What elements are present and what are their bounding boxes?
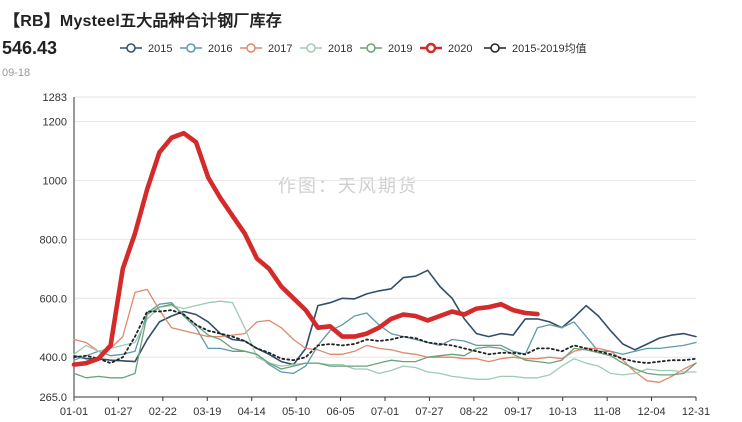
y-tick-label: 600.0 <box>39 293 67 305</box>
legend-label: 2015-2019均值 <box>512 42 587 55</box>
x-tick-label: 02-22 <box>149 406 177 418</box>
legend-item-2019[interactable]: 2019 <box>360 43 412 55</box>
legend-marker <box>490 43 500 53</box>
x-tick-label: 08-22 <box>460 406 488 418</box>
x-tick-label: 06-05 <box>327 406 355 418</box>
x-tick-label: 09-17 <box>504 406 532 418</box>
watermark-text: 作图：天风期货 <box>278 176 418 196</box>
y-tick-label: 1200 <box>43 116 67 128</box>
x-tick-label: 05-10 <box>282 406 310 418</box>
series-line-2016 <box>73 302 697 375</box>
y-tick-label: 800.0 <box>39 234 67 246</box>
x-tick-label: 11-08 <box>593 406 620 418</box>
legend-label: 2020 <box>448 43 472 55</box>
legend-label: 2015 <box>148 43 172 55</box>
legend-marker <box>186 43 196 53</box>
x-tick-label: 12-31 <box>682 406 710 418</box>
x-tick-label: 10-13 <box>549 406 577 418</box>
y-tick-label: 1283 <box>43 92 67 104</box>
series-line-2019 <box>73 303 697 379</box>
x-tick-label: 12-04 <box>638 406 666 418</box>
series-lines <box>71 130 697 383</box>
chart-title: 【RB】Mysteel五大品种合计钢厂库存 <box>4 13 283 30</box>
y-tick-label: 265.0 <box>39 392 67 404</box>
current-value: 546.43 <box>2 38 58 58</box>
series-line-2015 <box>73 269 697 366</box>
x-axis: 01-01 01-27 02-22 03-19 04-14 05-10 06-05 07-01… <box>60 396 710 418</box>
current-date: 09-18 <box>2 67 31 79</box>
x-tick-label: 01-27 <box>104 406 132 418</box>
legend-marker <box>366 43 376 53</box>
grid-lines <box>74 96 696 358</box>
legend-item-2015-2019均值[interactable]: 2015-2019均值 <box>484 42 587 55</box>
legend-marker <box>306 43 316 53</box>
legend-item-2018[interactable]: 2018 <box>300 43 352 55</box>
x-tick-label: 04-14 <box>238 406 266 418</box>
x-tick-label: 07-27 <box>415 406 443 418</box>
legend-label: 2016 <box>208 43 232 55</box>
legend-marker <box>246 43 256 53</box>
series-line-2020 <box>71 130 540 367</box>
series-line-2015-2019均值 <box>73 309 697 365</box>
legend-label: 2019 <box>388 43 412 55</box>
legend-marker <box>425 42 437 54</box>
series-line-2017 <box>73 288 697 383</box>
legend-marker <box>126 43 136 53</box>
x-tick-label: 07-01 <box>371 406 399 418</box>
legend-label: 2018 <box>328 43 352 55</box>
legend[interactable]: 2015 2016 2017 2018 2019 2020 2015-2019均值 <box>120 42 587 55</box>
legend-item-2016[interactable]: 2016 <box>180 43 232 55</box>
legend-item-2017[interactable]: 2017 <box>240 43 292 55</box>
series-line-2018 <box>73 300 697 380</box>
y-tick-label: 1000 <box>43 175 67 187</box>
x-tick-label: 03-19 <box>193 406 221 418</box>
legend-item-2015[interactable]: 2015 <box>120 43 172 55</box>
y-axis: 265.0 400.0 600.0 800.0 1000 1200 1283 <box>39 92 75 404</box>
x-tick-label: 01-01 <box>60 406 88 418</box>
legend-label: 2017 <box>268 43 292 55</box>
legend-item-2020[interactable]: 2020 <box>420 42 472 55</box>
y-tick-label: 400.0 <box>39 352 67 364</box>
